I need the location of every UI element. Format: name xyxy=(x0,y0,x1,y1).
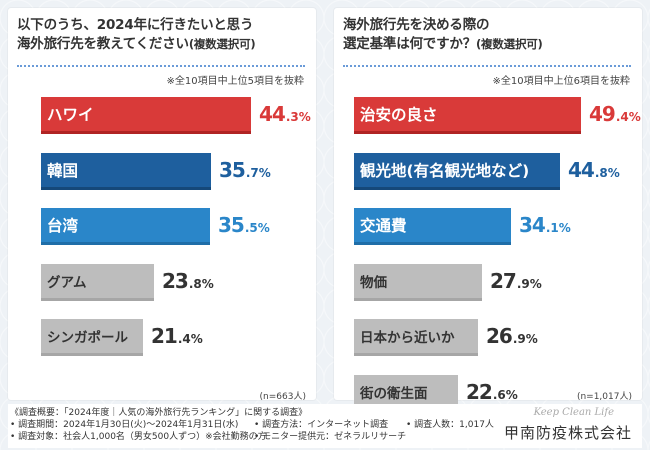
brand-name: 甲南防疫株式会社 xyxy=(503,424,632,442)
bar-label-0-3: グアム xyxy=(47,274,87,291)
bar-value-0-3: 23.8% xyxy=(162,269,214,293)
right-sample-size: (n=1,017人) xyxy=(576,392,632,402)
bar-value-1-1: 44.8% xyxy=(568,158,620,182)
bar-value-int-1-2: 34 xyxy=(519,213,546,237)
bar-value-1-4: 26.9% xyxy=(486,324,538,348)
bar-value-dec-1-2: .1% xyxy=(545,221,571,235)
left-sample-size: (n=663人) xyxy=(259,392,306,402)
bar-value-int-0-1: 35 xyxy=(219,157,246,182)
bar-value-int-0-4: 21 xyxy=(151,324,178,348)
bar-value-1-0: 49.4% xyxy=(589,102,641,126)
bar-0-4: シンガポール xyxy=(41,319,143,356)
bar-label-0-1: 韓国 xyxy=(47,161,79,180)
bar-value-dec-1-0: .4% xyxy=(615,110,641,124)
bar-label-0-4: シンガポール xyxy=(47,330,128,346)
bar-value-dec-1-5: .6% xyxy=(492,387,518,402)
right-title-line2: 選定基準は何ですか？ xyxy=(343,36,476,52)
survey-period: • 調査期間：2024年1月30日(火)〜2024年1月31日(水) xyxy=(10,420,239,430)
bar-label-0-0: ハワイ xyxy=(47,106,94,124)
bar-1-0: 治安の良さ xyxy=(354,97,581,134)
bar-value-int-1-1: 44 xyxy=(568,157,595,182)
survey-method: • 調査方法：インターネット調査 xyxy=(254,420,389,430)
bar-value-1-3: 27.9% xyxy=(490,269,542,293)
bar-value-0-2: 35.5% xyxy=(218,213,270,237)
bar-0-2: 台湾 xyxy=(41,208,210,245)
right-title-divider xyxy=(343,65,631,67)
right-chart-title: 海外旅行先を決める際の 選定基準は何ですか？(複数選択可) xyxy=(343,16,543,54)
left-title-sub: (複数選択可) xyxy=(188,37,256,51)
bar-value-int-1-3: 27 xyxy=(490,268,517,293)
bar-label-0-2: 台湾 xyxy=(47,217,79,235)
bar-1-3: 物価 xyxy=(354,263,482,301)
bar-1-1: 観光地(有名観光地など) xyxy=(354,152,560,190)
bar-label-1-1: 観光地(有名観光地など) xyxy=(360,161,530,180)
left-chart-panel: 以下のうち、2024年に行きたいと思う 海外旅行先を教えてください(複数選択可)… xyxy=(8,8,316,402)
left-title-divider xyxy=(17,65,305,67)
bar-value-dec-0-0: .3% xyxy=(285,110,311,124)
left-title-line1: 以下のうち、2024年に行きたいと思う xyxy=(17,17,254,33)
bar-value-dec-0-3: .8% xyxy=(188,276,214,291)
bar-value-0-4: 21.4% xyxy=(151,324,203,348)
bar-value-dec-1-4: .9% xyxy=(512,332,538,346)
bar-value-int-0-2: 35 xyxy=(218,213,245,237)
left-chart-title: 以下のうち、2024年に行きたいと思う 海外旅行先を教えてください(複数選択可) xyxy=(17,16,256,54)
bar-label-1-5: 街の衛生面 xyxy=(360,385,428,402)
bar-value-int-1-0: 49 xyxy=(589,102,616,126)
bar-label-1-2: 交通費 xyxy=(360,217,407,235)
bar-label-1-0: 治安の良さ xyxy=(360,106,438,124)
bar-value-dec-1-3: .9% xyxy=(516,276,542,291)
bar-1-2: 交通費 xyxy=(354,208,511,245)
bar-label-1-4: 日本から近いか xyxy=(360,330,455,346)
bar-value-dec-0-4: .4% xyxy=(177,332,203,346)
bar-label-1-3: 物価 xyxy=(360,274,387,291)
survey-footer: 《調査概要：「2024年度｜人気の海外旅行先ランキング」に関する調査》 • 調査… xyxy=(8,404,642,448)
bar-value-0-1: 35.7% xyxy=(219,158,271,182)
bar-0-0: ハワイ xyxy=(41,97,251,134)
right-title-sub: (複数選択可) xyxy=(476,37,543,51)
survey-target: • 調査対象：社会人1,000名（男女500人ずつ）※会社勤務の方 xyxy=(10,432,267,442)
brand-tagline: Keep Clean Life xyxy=(533,407,614,418)
bar-value-int-0-3: 23 xyxy=(162,268,189,293)
bar-value-dec-0-1: .7% xyxy=(245,165,271,180)
bar-value-int-1-4: 26 xyxy=(486,324,513,348)
bar-1-4: 日本から近いか xyxy=(354,319,478,356)
bar-value-int-0-0: 44 xyxy=(259,102,286,126)
right-note: ※全10項目中上位6項目を抜粋 xyxy=(492,76,630,87)
bar-value-1-5: 22.6% xyxy=(466,380,518,404)
right-title-line1: 海外旅行先を決める際の xyxy=(343,17,490,33)
left-title-line2: 海外旅行先を教えてください xyxy=(17,36,189,52)
bar-value-int-1-5: 22 xyxy=(466,379,493,404)
bar-value-dec-1-1: .8% xyxy=(594,165,620,180)
survey-provider: • モニター提供元：ゼネラルリサーチ xyxy=(254,432,407,442)
bar-value-1-2: 34.1% xyxy=(519,213,571,237)
left-note: ※全10項目中上位5項目を抜粋 xyxy=(166,76,304,87)
survey-count: • 調査人数：1,017人 xyxy=(406,420,494,430)
bar-0-3: グアム xyxy=(41,263,154,301)
bar-value-dec-0-2: .5% xyxy=(244,221,270,235)
right-chart-panel: 海外旅行先を決める際の 選定基準は何ですか？(複数選択可) ※全10項目中上位6… xyxy=(334,8,642,412)
survey-summary-heading: 《調査概要：「2024年度｜人気の海外旅行先ランキング」に関する調査》 xyxy=(10,408,308,418)
bar-0-1: 韓国 xyxy=(41,152,211,190)
bar-value-0-0: 44.3% xyxy=(259,102,311,126)
